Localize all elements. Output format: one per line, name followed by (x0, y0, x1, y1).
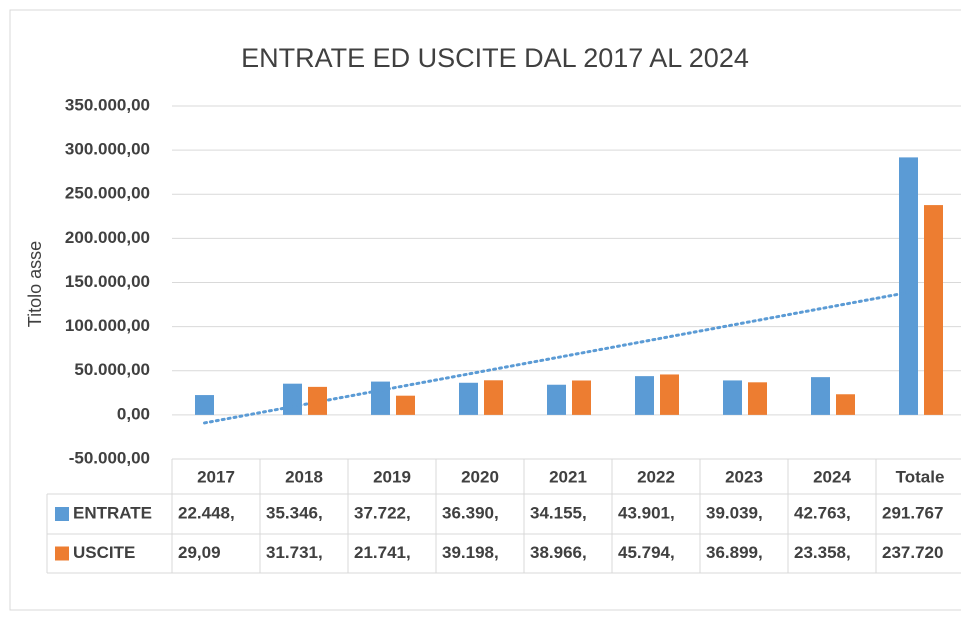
bar (371, 381, 390, 415)
legend-swatch (55, 546, 69, 561)
bar (572, 380, 591, 415)
bar (547, 384, 566, 415)
x-tick-label: 2023 (725, 467, 763, 486)
table-value: 22.448, (178, 503, 235, 522)
bar (459, 382, 478, 415)
table-value: 45.794, (618, 543, 675, 562)
table-value: 237.720 (882, 543, 943, 562)
bar (308, 386, 327, 415)
bar (635, 376, 654, 415)
table-value: 36.899, (706, 543, 763, 562)
x-tick-label: 2021 (549, 467, 587, 486)
bar (283, 383, 302, 415)
x-tick-label: 2018 (285, 467, 323, 486)
bar (660, 374, 679, 415)
table-value: 29,09 (178, 543, 221, 562)
bar (836, 394, 855, 415)
chart-border (9, 9, 961, 611)
x-tick-label: 2022 (637, 467, 675, 486)
bar (748, 382, 767, 415)
bar (924, 205, 943, 415)
y-tick-label: 50.000,00 (74, 360, 150, 379)
y-tick-label: 250.000,00 (65, 184, 150, 203)
legend-swatch (55, 507, 69, 521)
table-value: 37.722, (354, 503, 411, 522)
bar (195, 395, 214, 415)
y-axis-label: Titolo asse (25, 241, 45, 327)
table-value: 42.763, (794, 503, 851, 522)
x-tick-label: Totale (896, 467, 945, 486)
y-tick-label: 150.000,00 (65, 272, 150, 291)
chart-title: ENTRATE ED USCITE DAL 2017 AL 2024 (241, 43, 749, 73)
y-tick-label: 100.000,00 (65, 316, 150, 335)
table-value: 39.039, (706, 503, 763, 522)
x-tick-label: 2019 (373, 467, 411, 486)
x-tick-label: 2017 (197, 467, 235, 486)
bar (396, 395, 415, 415)
legend-label: USCITE (73, 543, 135, 562)
table-value: 34.155, (530, 503, 587, 522)
bar (723, 380, 742, 415)
table-value: 21.741, (354, 543, 411, 562)
table-value: 38.966, (530, 543, 587, 562)
y-tick-label: 0,00 (117, 404, 150, 423)
table-value: 43.901, (618, 503, 675, 522)
table-value: 291.767 (882, 503, 943, 522)
x-tick-label: 2020 (461, 467, 499, 486)
table-value: 23.358, (794, 543, 851, 562)
table-value: 36.390, (442, 503, 499, 522)
legend-label: ENTRATE (73, 503, 152, 522)
table-value: 39.198, (442, 543, 499, 562)
bar (811, 377, 830, 415)
table-value: 35.346, (266, 503, 323, 522)
y-tick-label: 350.000,00 (65, 95, 150, 114)
x-tick-label: 2024 (813, 467, 851, 486)
y-tick-label: 300.000,00 (65, 140, 150, 159)
bar (484, 380, 503, 415)
y-tick-label: -50.000,00 (69, 448, 150, 467)
bar (899, 157, 918, 415)
y-tick-label: 200.000,00 (65, 228, 150, 247)
table-value: 31.731, (266, 543, 323, 562)
